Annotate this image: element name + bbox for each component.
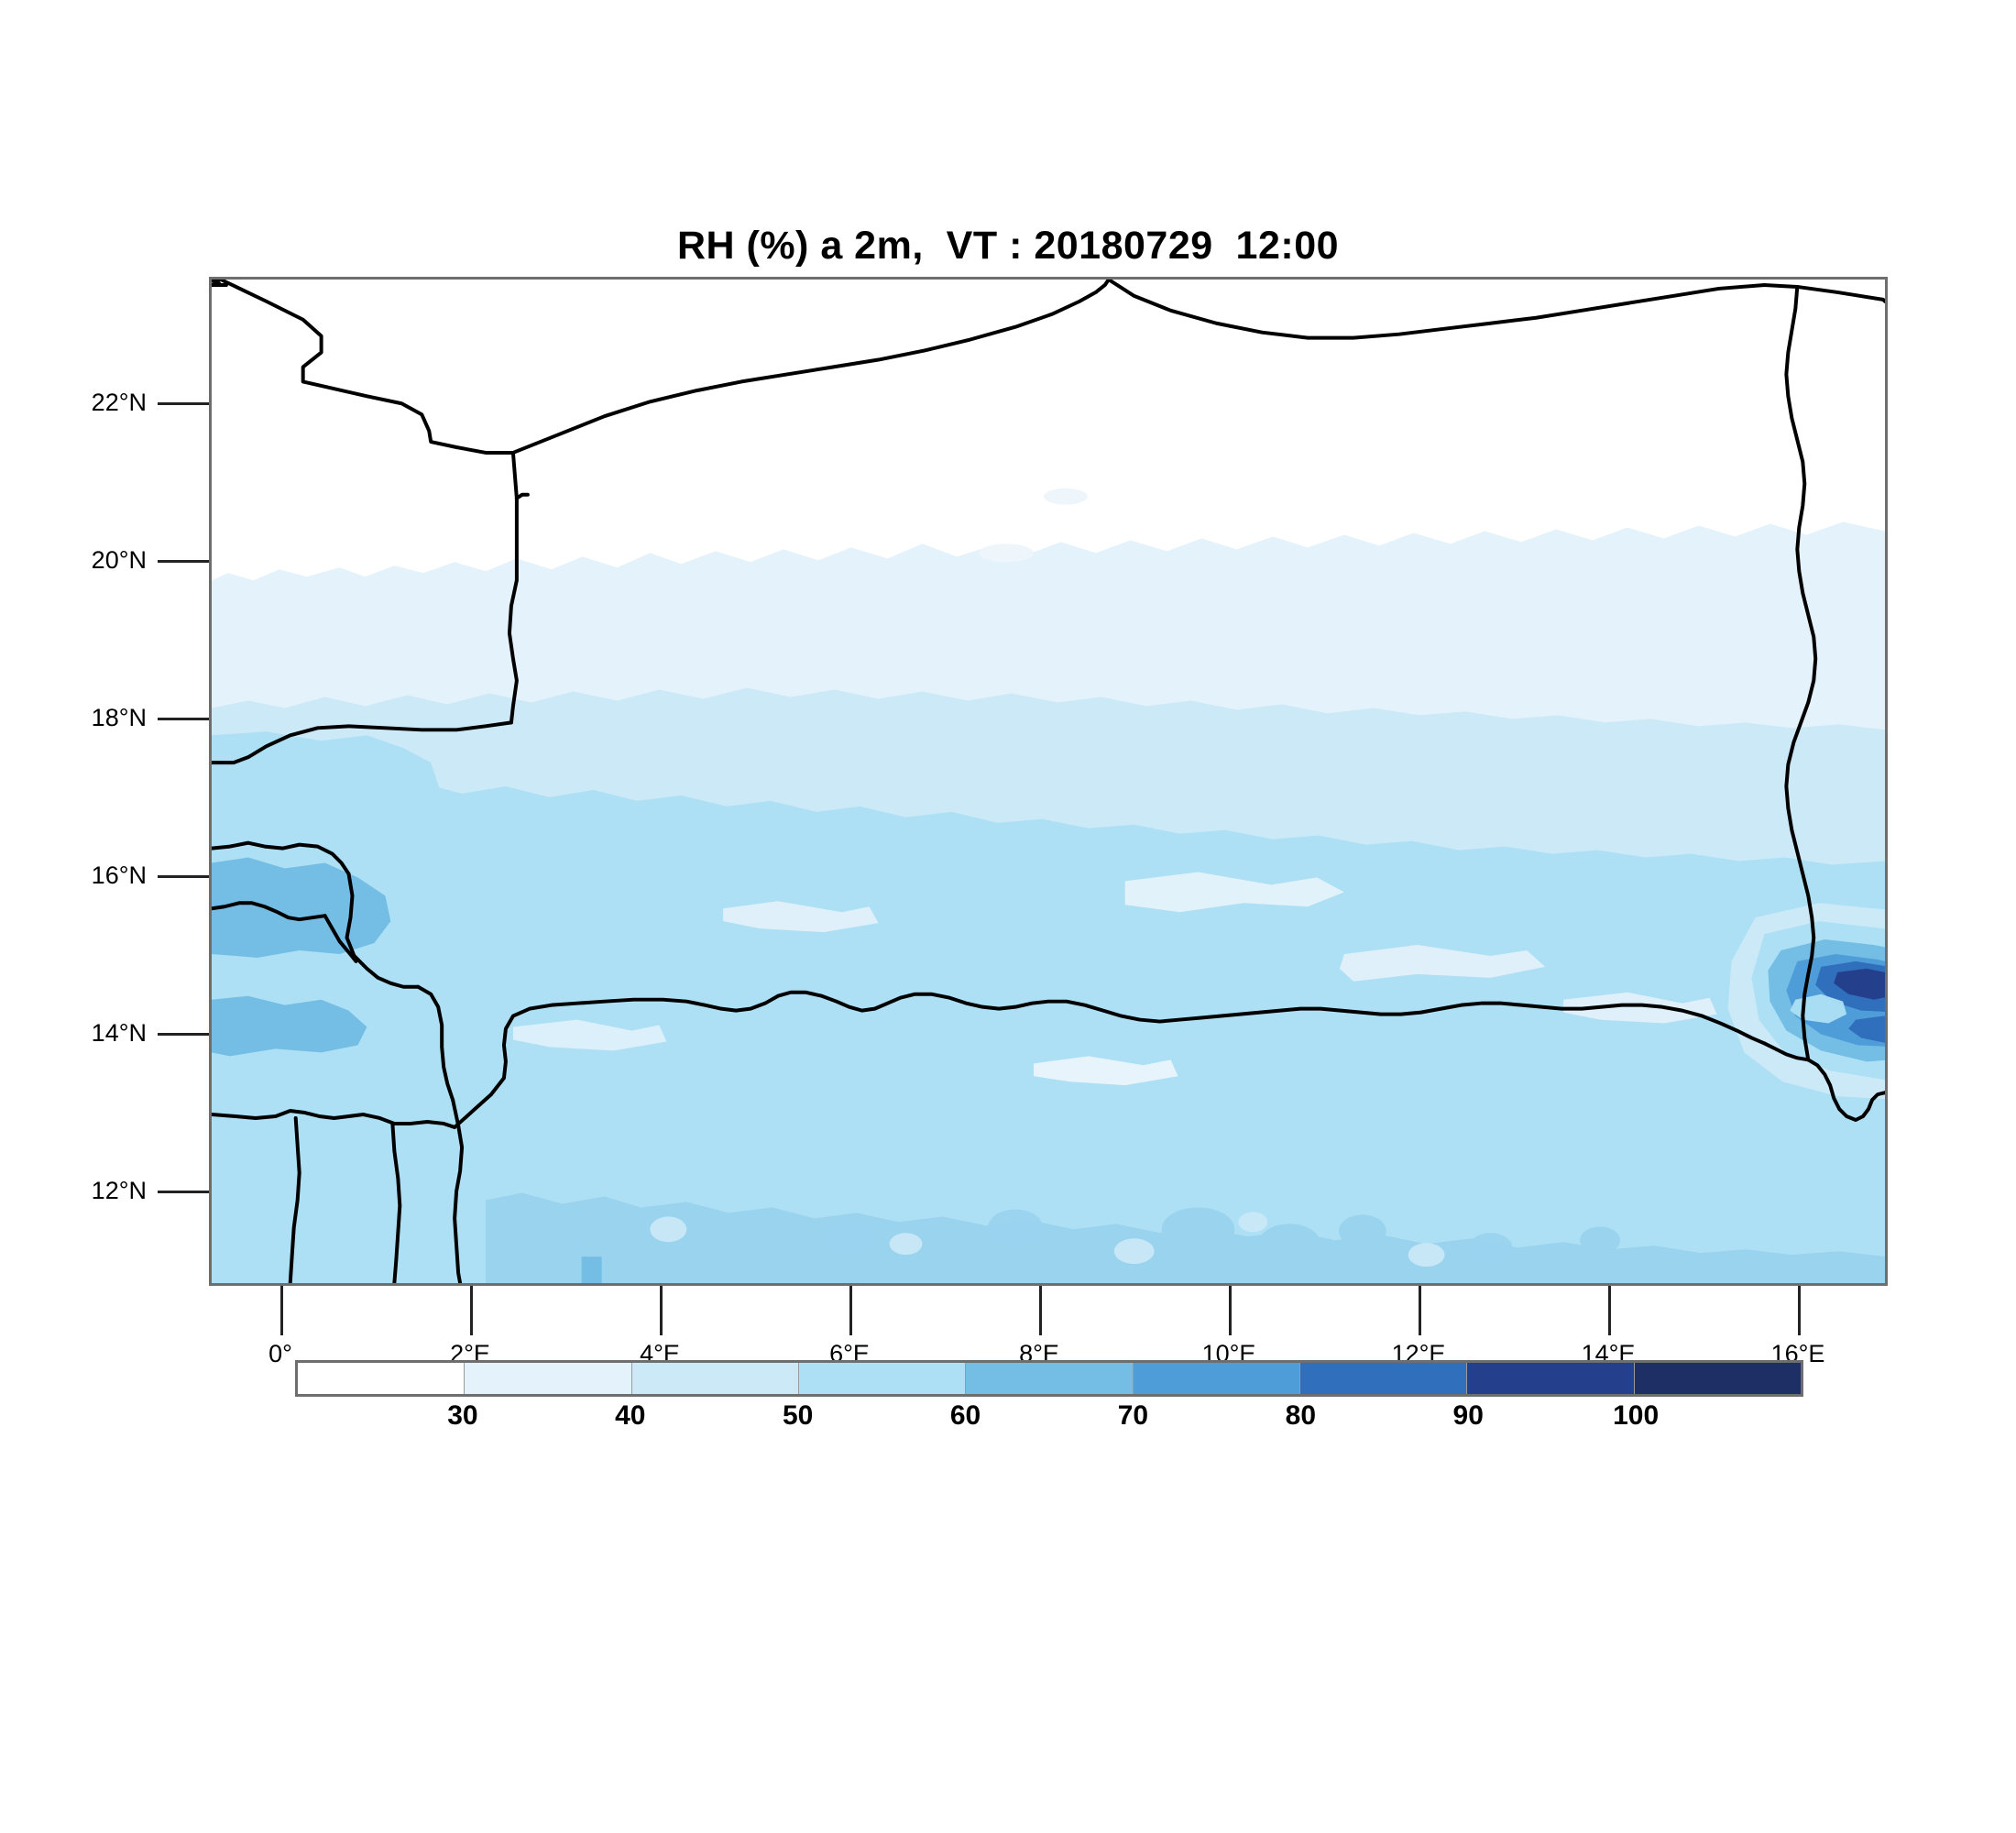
- xtick-14E: [1608, 1286, 1611, 1335]
- xtick-6E: [849, 1286, 852, 1335]
- ytick-12N: [158, 1191, 209, 1193]
- ytick-label-14N: 14°N: [91, 1019, 147, 1047]
- colorbar-tick-label-80: 80: [1285, 1400, 1317, 1431]
- colorbar-band-0: [298, 1363, 465, 1394]
- map-plot-area[interactable]: [209, 277, 1888, 1286]
- colorbar-tick-label-40: 40: [615, 1400, 646, 1431]
- colorbar[interactable]: 30 40 50 60 70 80 90 100: [295, 1360, 1803, 1431]
- ytick-label-18N: 18°N: [91, 704, 147, 731]
- ytick-label-12N: 12°N: [91, 1177, 147, 1204]
- colorbar-band-2: [630, 1363, 798, 1394]
- colorbar-band-4: [965, 1363, 1133, 1394]
- colorbar-band-8: [1633, 1363, 1801, 1394]
- ytick-label-20N: 20°N: [91, 546, 147, 574]
- colorbar-tick-label-50: 50: [782, 1400, 814, 1431]
- xtick-12E: [1419, 1286, 1421, 1335]
- xtick-8E: [1039, 1286, 1042, 1335]
- xtick-0: [280, 1286, 283, 1335]
- colorbar-tick-label-70: 70: [1117, 1400, 1149, 1431]
- ytick-14N: [158, 1033, 209, 1036]
- ytick-18N: [158, 718, 209, 720]
- ytick-label-16N: 16°N: [91, 862, 147, 889]
- page-title: RH (%) a 2m, VT : 20180729 12:00: [676, 224, 1340, 268]
- xtick-10E: [1229, 1286, 1232, 1335]
- colorbar-band-7: [1466, 1363, 1634, 1394]
- colorbar-bands[interactable]: [295, 1360, 1803, 1397]
- colorbar-band-5: [1132, 1363, 1299, 1394]
- colorbar-tick-label-60: 60: [949, 1400, 981, 1431]
- colorbar-band-3: [797, 1363, 966, 1394]
- map-svg: [212, 280, 1885, 1283]
- ytick-22N: [158, 402, 209, 405]
- xtick-16E: [1798, 1286, 1801, 1335]
- colorbar-band-1: [464, 1363, 631, 1394]
- colorbar-tick-label-100: 100: [1613, 1400, 1660, 1431]
- ytick-20N: [158, 560, 209, 563]
- xtick-label-0: 0°: [268, 1340, 292, 1367]
- colorbar-tick-label-90: 90: [1452, 1400, 1484, 1431]
- ytick-label-22N: 22°N: [91, 389, 147, 416]
- ytick-16N: [158, 875, 209, 878]
- colorbar-tick-label-30: 30: [447, 1400, 478, 1431]
- colorbar-band-6: [1298, 1363, 1467, 1394]
- xtick-2E: [470, 1286, 473, 1335]
- xtick-4E: [660, 1286, 663, 1335]
